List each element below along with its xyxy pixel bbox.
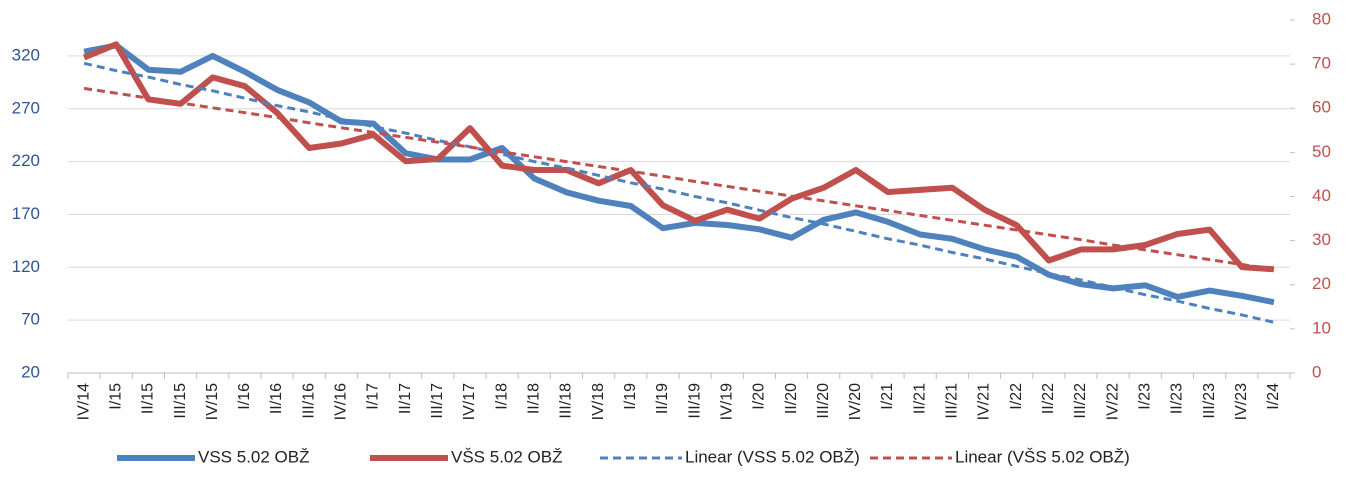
y-tick-label: 170 [12, 204, 40, 223]
x-tick-label: IV/22 [1104, 383, 1121, 420]
y-tick-label: 20 [21, 362, 40, 381]
y2-tick-label: 20 [1312, 274, 1331, 293]
x-tick-label: II/16 [268, 383, 285, 414]
trend-line [83, 86, 1275, 271]
y2-tick-label: 70 [1312, 54, 1331, 73]
x-tick-label: I/17 [365, 383, 382, 410]
x-tick-label: III/19 [686, 383, 703, 419]
y2-tick-label: 80 [1312, 9, 1331, 28]
y-tick-label: 70 [21, 310, 40, 329]
y2-tick-label: 30 [1312, 230, 1331, 249]
x-tick-label: III/16 [300, 383, 317, 419]
x-tick-label: III/17 [429, 383, 446, 419]
x-tick-label: I/22 [1008, 383, 1025, 410]
x-tick-label: II/17 [397, 383, 414, 414]
x-tick-label: III/18 [558, 383, 575, 419]
legend-label: VŠS 5.02 OBŽ [451, 447, 563, 466]
x-tick-label: IV/20 [847, 383, 864, 420]
series-line [82, 41, 1275, 273]
x-tick-label: IV/15 [204, 383, 221, 420]
y-tick-label: 120 [12, 257, 40, 276]
x-tick-label: I/23 [1137, 383, 1154, 410]
y2-tick-label: 10 [1312, 318, 1331, 337]
x-tick-label: I/18 [493, 383, 510, 410]
x-tick-label: II/21 [911, 383, 928, 414]
x-tick-label: III/15 [172, 383, 189, 419]
x-tick-label: II/20 [783, 383, 800, 414]
x-tick-label: III/23 [1201, 383, 1218, 419]
x-tick-label: II/19 [654, 383, 671, 414]
legend-label: Linear (VŠS 5.02 OBŽ) [955, 447, 1130, 466]
legend-label: Linear (VSS 5.02 OBŽ) [685, 447, 860, 466]
x-tick-label: IV/16 [333, 383, 350, 420]
y-tick-label: 270 [12, 98, 40, 117]
x-tick-label: III/21 [944, 383, 961, 419]
x-tick-label: I/16 [236, 383, 253, 410]
x-tick-label: I/24 [1265, 383, 1282, 410]
x-tick-label: III/22 [1072, 383, 1089, 419]
legend-label: VSS 5.02 OBŽ [198, 447, 310, 466]
x-tick-label: I/21 [879, 383, 896, 410]
y2-tick-label: 60 [1312, 98, 1331, 117]
x-tick-label: IV/14 [75, 383, 92, 420]
x-tick-label: IV/23 [1233, 383, 1250, 420]
x-tick-label: I/20 [751, 383, 768, 410]
x-tick-label: IV/21 [976, 383, 993, 420]
x-tick-label: II/23 [1169, 383, 1186, 414]
y2-tick-label: 0 [1312, 362, 1321, 381]
trend-line [83, 61, 1275, 324]
y-tick-label: 220 [12, 151, 40, 170]
x-tick-label: IV/19 [718, 383, 735, 420]
y2-tick-label: 40 [1312, 186, 1331, 205]
x-tick-label: IV/18 [590, 383, 607, 420]
x-tick-label: II/15 [140, 383, 157, 414]
y2-tick-label: 50 [1312, 142, 1331, 161]
x-tick-label: II/18 [526, 383, 543, 414]
x-tick-label: II/22 [1040, 383, 1057, 414]
series-line [83, 42, 1275, 306]
x-tick-label: IV/17 [461, 383, 478, 420]
x-tick-label: III/20 [815, 383, 832, 419]
x-tick-label: I/19 [622, 383, 639, 410]
y-tick-label: 320 [12, 45, 40, 64]
x-tick-label: I/15 [107, 383, 124, 410]
